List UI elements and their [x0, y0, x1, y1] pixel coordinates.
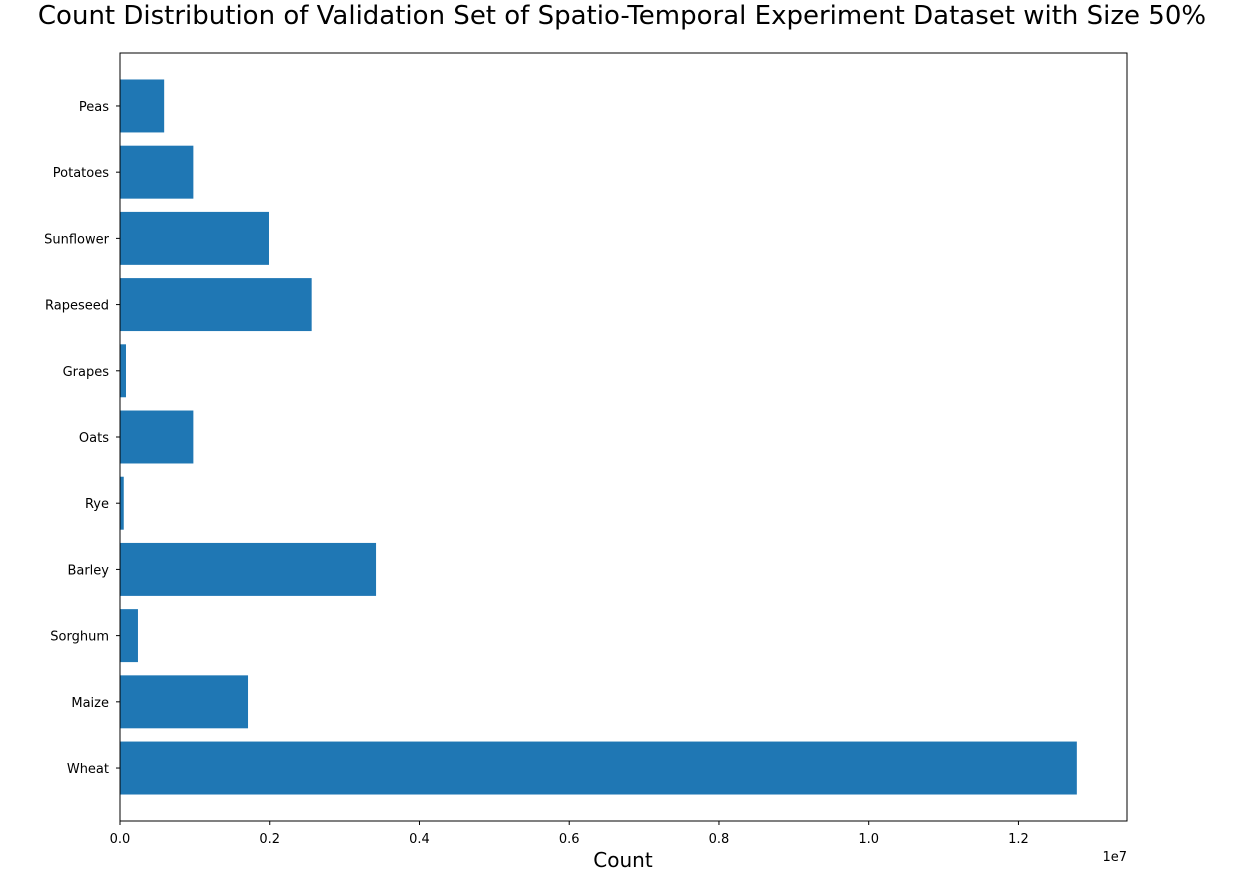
bars-group: [120, 79, 1077, 795]
bar-barley: [120, 542, 377, 596]
y-tick-label-wheat: Wheat: [67, 762, 109, 777]
y-tick-label-sunflower: Sunflower: [44, 232, 110, 247]
y-tick-label-rapeseed: Rapeseed: [45, 299, 109, 314]
bar-rye: [120, 476, 124, 530]
y-tick-label-potatoes: Potatoes: [53, 166, 109, 181]
y-tick-label-peas: Peas: [79, 100, 109, 115]
x-tick-label-1: 0.2: [259, 832, 280, 847]
y-tick-label-rye: Rye: [85, 497, 109, 512]
y-axis-ticks: Wheat Maize Sorghum Barley Rye Oats Grapes Rape…: [44, 100, 120, 777]
bar-peas: [120, 79, 165, 133]
bar-sorghum: [120, 609, 138, 663]
y-tick-label-grapes: Grapes: [63, 365, 110, 380]
bar-grapes: [120, 344, 126, 398]
bar-rapeseed: [120, 278, 312, 332]
plot-frame: [119, 52, 1128, 822]
x-tick-label-0: 0.0: [110, 832, 131, 847]
bar-maize: [120, 675, 249, 729]
chart-title: Count Distribution of Validation Set of …: [38, 1, 1206, 31]
bar-sunflower: [120, 211, 269, 265]
x-tick-label-4: 0.8: [709, 832, 730, 847]
x-tick-label-6: 1.2: [1008, 832, 1029, 847]
y-tick-label-maize: Maize: [71, 696, 109, 711]
y-tick-label-oats: Oats: [79, 431, 109, 446]
x-tick-label-5: 1.0: [858, 832, 879, 847]
x-axis-ticks: 0.0 0.2 0.4 0.6 0.8 1.0 1.2: [110, 821, 1029, 847]
y-tick-label-barley: Barley: [67, 563, 109, 578]
x-axis-offset-label: 1e7: [1102, 850, 1127, 865]
y-tick-label-sorghum: Sorghum: [50, 630, 109, 645]
bar-potatoes: [120, 145, 194, 199]
bar-wheat: [120, 741, 1077, 795]
x-tick-label-3: 0.6: [559, 832, 580, 847]
x-axis-label: Count: [593, 848, 653, 872]
x-tick-label-2: 0.4: [409, 832, 430, 847]
bar-oats: [120, 410, 194, 464]
